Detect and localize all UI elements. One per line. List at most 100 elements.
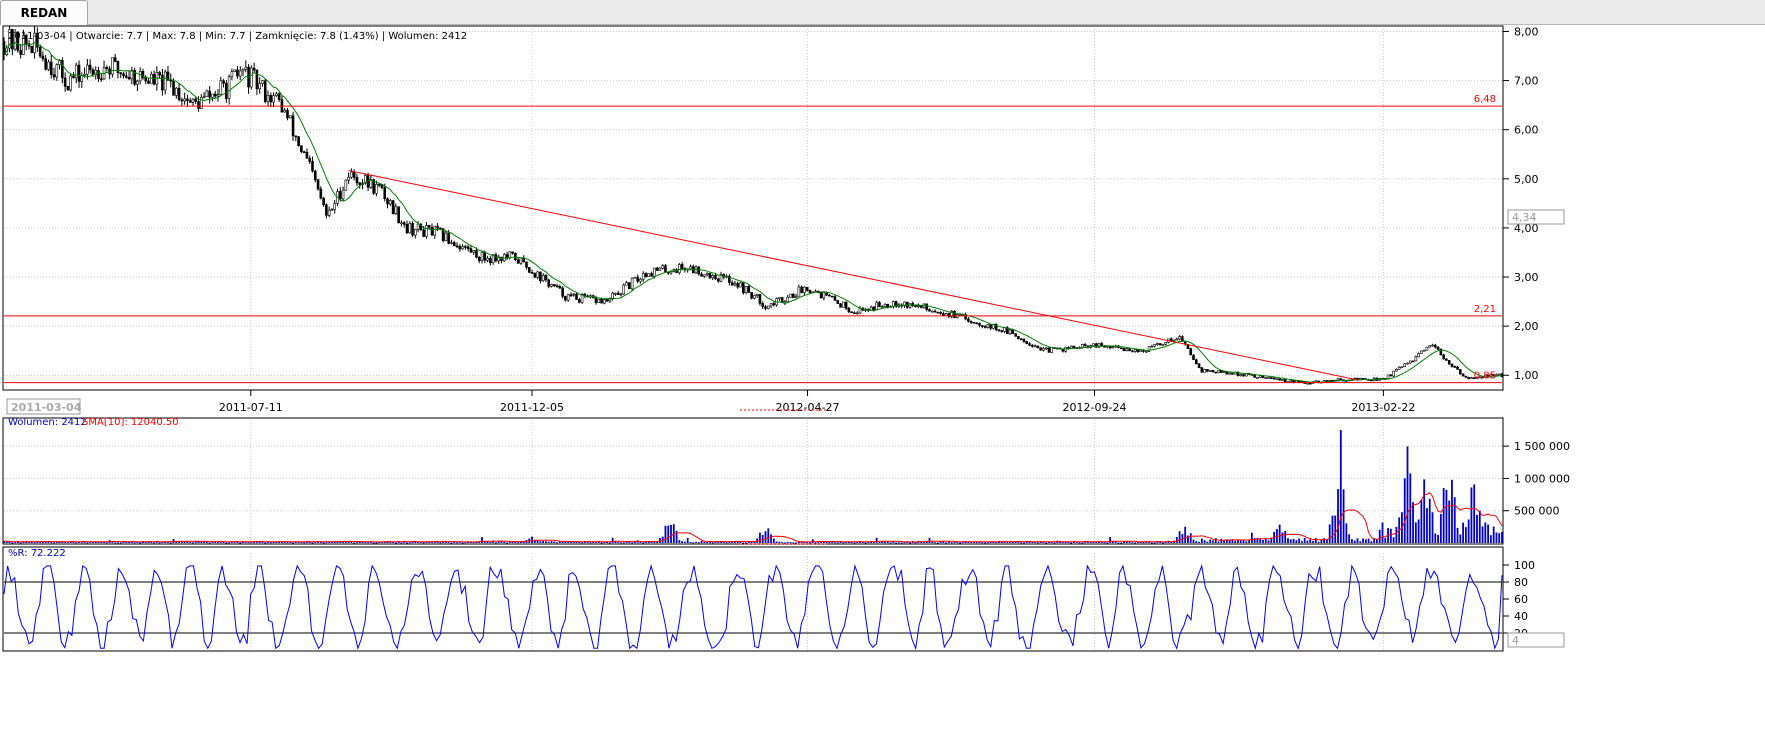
- stock-chart[interactable]: 1,00 2,00 3,00 4,00 5,00 6,00 7,00 8,00 2011-07…: [0, 25, 1765, 736]
- candle-body: [508, 251, 512, 258]
- candle-body: [550, 284, 553, 287]
- volume-bar: [1042, 541, 1045, 543]
- candle: [163, 69, 167, 95]
- candle-body: [694, 266, 698, 274]
- candle-body: [1420, 350, 1423, 354]
- candle: [1281, 378, 1284, 381]
- candle-body: [319, 188, 323, 199]
- volume-bar: [1345, 523, 1348, 543]
- volume-bar: [183, 541, 186, 543]
- candle-body: [263, 80, 267, 102]
- volume-bar: [1423, 479, 1426, 543]
- candle: [728, 274, 731, 286]
- candle-body: [655, 267, 659, 271]
- volume-bar: [1228, 539, 1231, 543]
- candle: [936, 311, 940, 314]
- candle: [661, 264, 664, 270]
- volume-bar: [973, 541, 975, 543]
- candle-body: [1228, 372, 1231, 375]
- volume-bar: [1045, 542, 1048, 544]
- volume-bar: [344, 541, 347, 543]
- candle: [300, 145, 303, 154]
- candle: [755, 293, 759, 298]
- volume-bar: [1445, 489, 1448, 543]
- trendline[interactable]: [348, 169, 1359, 381]
- volume-bar: [331, 541, 333, 543]
- candle: [394, 203, 398, 215]
- tab-redan[interactable]: REDAN: [0, 0, 88, 25]
- candle: [930, 310, 934, 313]
- candle-body: [461, 246, 464, 250]
- candle: [375, 180, 378, 197]
- candle: [302, 150, 306, 154]
- candle-body: [972, 322, 976, 324]
- volume-bar: [275, 541, 278, 543]
- candle-body: [511, 251, 514, 254]
- candle-body: [736, 283, 740, 288]
- candle-body: [194, 98, 198, 102]
- wr-tick-label: 40: [1514, 610, 1528, 623]
- volume-bar: [1195, 541, 1198, 543]
- candle-body: [1028, 343, 1031, 346]
- volume-bar: [814, 542, 817, 544]
- volume-bar: [934, 542, 936, 544]
- volume-bar: [614, 541, 617, 543]
- volume-bar: [531, 536, 533, 543]
- volume-bar: [83, 541, 86, 543]
- volume-bar: [1170, 541, 1173, 543]
- candle-body: [1422, 349, 1426, 352]
- candle-body: [1408, 360, 1412, 364]
- candle: [975, 322, 979, 325]
- volume-bar: [939, 541, 942, 543]
- volume-bar: [192, 542, 194, 544]
- candle-body: [1425, 346, 1429, 351]
- candle-body: [38, 46, 42, 57]
- candle-body: [430, 226, 434, 236]
- candle-body: [647, 273, 651, 278]
- candle-body: [1044, 347, 1048, 350]
- candle: [1119, 347, 1123, 350]
- candle: [1450, 363, 1454, 368]
- candle: [275, 92, 278, 97]
- candle: [744, 285, 748, 295]
- volume-bar: [1153, 542, 1156, 544]
- candle: [550, 283, 553, 288]
- candle: [786, 294, 790, 303]
- candle-body: [1119, 347, 1123, 350]
- candle-body: [547, 279, 551, 287]
- candle: [1339, 378, 1343, 381]
- volume-bar: [486, 541, 489, 543]
- candle-body: [213, 93, 217, 97]
- horizontal-line-label: 0,85: [1474, 371, 1496, 382]
- volume-bar: [1214, 538, 1217, 543]
- candle-body: [878, 302, 881, 308]
- volume-bar: [658, 537, 661, 543]
- candle-body: [291, 115, 295, 137]
- candle-body: [577, 299, 581, 303]
- candle: [569, 292, 573, 298]
- candle-body: [1336, 378, 1340, 381]
- candle: [953, 310, 956, 319]
- volume-bar: [1334, 515, 1337, 543]
- candle-body: [730, 282, 734, 286]
- candle: [1289, 379, 1293, 383]
- candle: [444, 230, 448, 242]
- candle: [1264, 377, 1268, 379]
- volume-bar: [753, 541, 756, 543]
- support-resistance-lines[interactable]: 6,48 2,21 0,85: [4, 94, 1502, 384]
- volume-bar: [1489, 535, 1492, 543]
- candle: [347, 172, 350, 184]
- candle-body: [594, 297, 598, 303]
- volume-bar: [228, 542, 231, 544]
- candle-body: [892, 301, 895, 307]
- candle: [144, 74, 148, 84]
- candle-body: [1403, 363, 1407, 368]
- candle-body: [372, 179, 375, 194]
- volume-bar: [367, 542, 369, 544]
- candle-body: [1042, 348, 1045, 351]
- volume-bar: [1112, 541, 1114, 543]
- candle: [903, 301, 906, 308]
- volume-bar: [1098, 541, 1100, 543]
- candle: [716, 277, 720, 283]
- candle: [641, 271, 645, 283]
